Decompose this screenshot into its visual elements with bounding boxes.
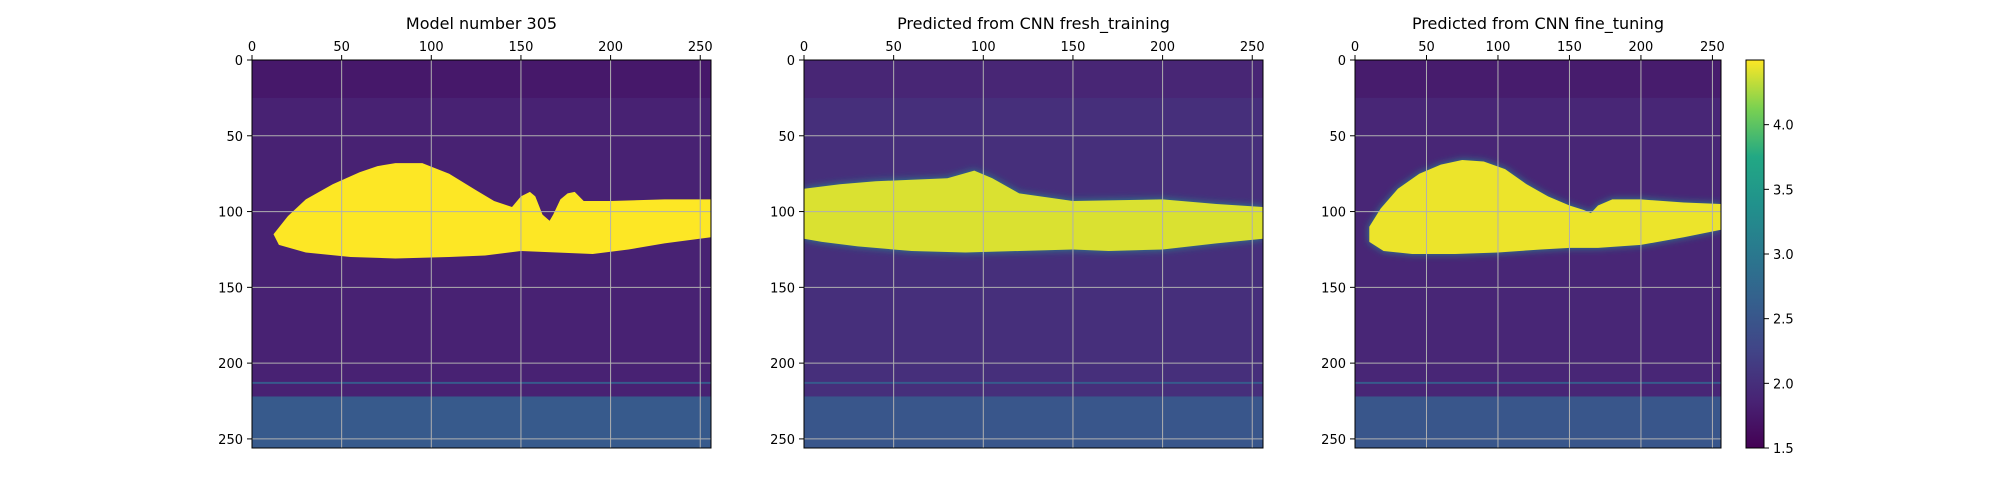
panel-2: Predicted from CNN fresh_training 0 50 100 1… bbox=[770, 14, 1265, 449]
chart-title: Model number 305 bbox=[406, 14, 557, 33]
y-tick-label: 200 bbox=[1321, 357, 1346, 372]
x-tick-label: 50 bbox=[333, 40, 350, 55]
bottom-layer bbox=[804, 396, 1263, 448]
y-tick-label: 100 bbox=[218, 206, 243, 221]
y-tick-label: 0 bbox=[1338, 54, 1346, 69]
colorbar-tick-label: 3.0 bbox=[1773, 248, 1794, 263]
colorbar-tick-label: 2.5 bbox=[1773, 313, 1794, 328]
y-tick-label: 50 bbox=[778, 130, 795, 145]
background-layer bbox=[804, 60, 1263, 448]
colorbar-tick-label: 4.0 bbox=[1773, 119, 1794, 134]
x-tick-label: 100 bbox=[1486, 40, 1511, 55]
y-tick-label: 150 bbox=[218, 281, 243, 296]
x-tick-label: 200 bbox=[1150, 40, 1175, 55]
axes-frame bbox=[803, 59, 1264, 449]
colorbar-tick-label: 3.5 bbox=[1773, 183, 1794, 198]
axes-frame bbox=[1354, 59, 1722, 449]
y-tick-label: 100 bbox=[1321, 206, 1346, 221]
x-tick-label: 200 bbox=[1629, 40, 1654, 55]
bottom-layer bbox=[252, 396, 711, 448]
y-tick-label: 250 bbox=[1321, 433, 1346, 448]
colorbar: 1.5 2.0 2.5 3.0 3.5 4.0 bbox=[1745, 59, 1794, 457]
x-tick-label: 250 bbox=[1700, 40, 1725, 55]
y-tick-label: 100 bbox=[770, 206, 795, 221]
x-tick-label: 50 bbox=[885, 40, 902, 55]
x-tick-label: 150 bbox=[1061, 40, 1086, 55]
y-tick-label: 250 bbox=[218, 433, 243, 448]
y-tick-label: 250 bbox=[770, 433, 795, 448]
x-tick-label: 200 bbox=[598, 40, 623, 55]
y-tick-label: 50 bbox=[1329, 130, 1346, 145]
y-tick-label: 0 bbox=[235, 54, 243, 69]
chart-title: Predicted from CNN fresh_training bbox=[897, 14, 1170, 34]
heatmap-image bbox=[252, 60, 711, 448]
x-tick-label: 150 bbox=[509, 40, 534, 55]
colorbar-tick-label: 2.0 bbox=[1773, 377, 1794, 392]
x-tick-label: 0 bbox=[1351, 40, 1359, 55]
top-band bbox=[252, 60, 711, 98]
anomaly-body bbox=[273, 163, 711, 259]
panel-3: Predicted from CNN fine_tuning 0 50 100 150 2… bbox=[1321, 14, 1725, 449]
x-tick-label: 100 bbox=[971, 40, 996, 55]
heatmap-image bbox=[1355, 60, 1721, 448]
y-tick-label: 50 bbox=[226, 130, 243, 145]
x-tick-label: 250 bbox=[1240, 40, 1265, 55]
chart-title: Predicted from CNN fine_tuning bbox=[1412, 14, 1664, 34]
axes-frame bbox=[251, 59, 712, 449]
background-layer bbox=[1355, 60, 1721, 448]
y-tick-label: 200 bbox=[218, 357, 243, 372]
panel-1: Model number 305 0 50 100 150 200 250 0 50 100 150… bbox=[218, 14, 713, 449]
y-tick-label: 150 bbox=[770, 281, 795, 296]
x-tick-label: 150 bbox=[1557, 40, 1582, 55]
y-tick-label: 200 bbox=[770, 357, 795, 372]
colorbar-gradient bbox=[1746, 60, 1764, 448]
x-tick-label: 0 bbox=[800, 40, 808, 55]
colorbar-tick-label: 1.5 bbox=[1773, 442, 1794, 457]
x-tick-label: 100 bbox=[419, 40, 444, 55]
x-tick-label: 0 bbox=[248, 40, 256, 55]
top-band bbox=[804, 60, 1263, 98]
y-tick-label: 150 bbox=[1321, 281, 1346, 296]
anomaly-body bbox=[1369, 160, 1721, 254]
x-tick-label: 50 bbox=[1418, 40, 1435, 55]
bottom-layer bbox=[1355, 396, 1721, 448]
top-band bbox=[1355, 60, 1721, 98]
heatmap-image bbox=[804, 60, 1263, 448]
x-tick-label: 250 bbox=[688, 40, 713, 55]
y-tick-label: 0 bbox=[787, 54, 795, 69]
